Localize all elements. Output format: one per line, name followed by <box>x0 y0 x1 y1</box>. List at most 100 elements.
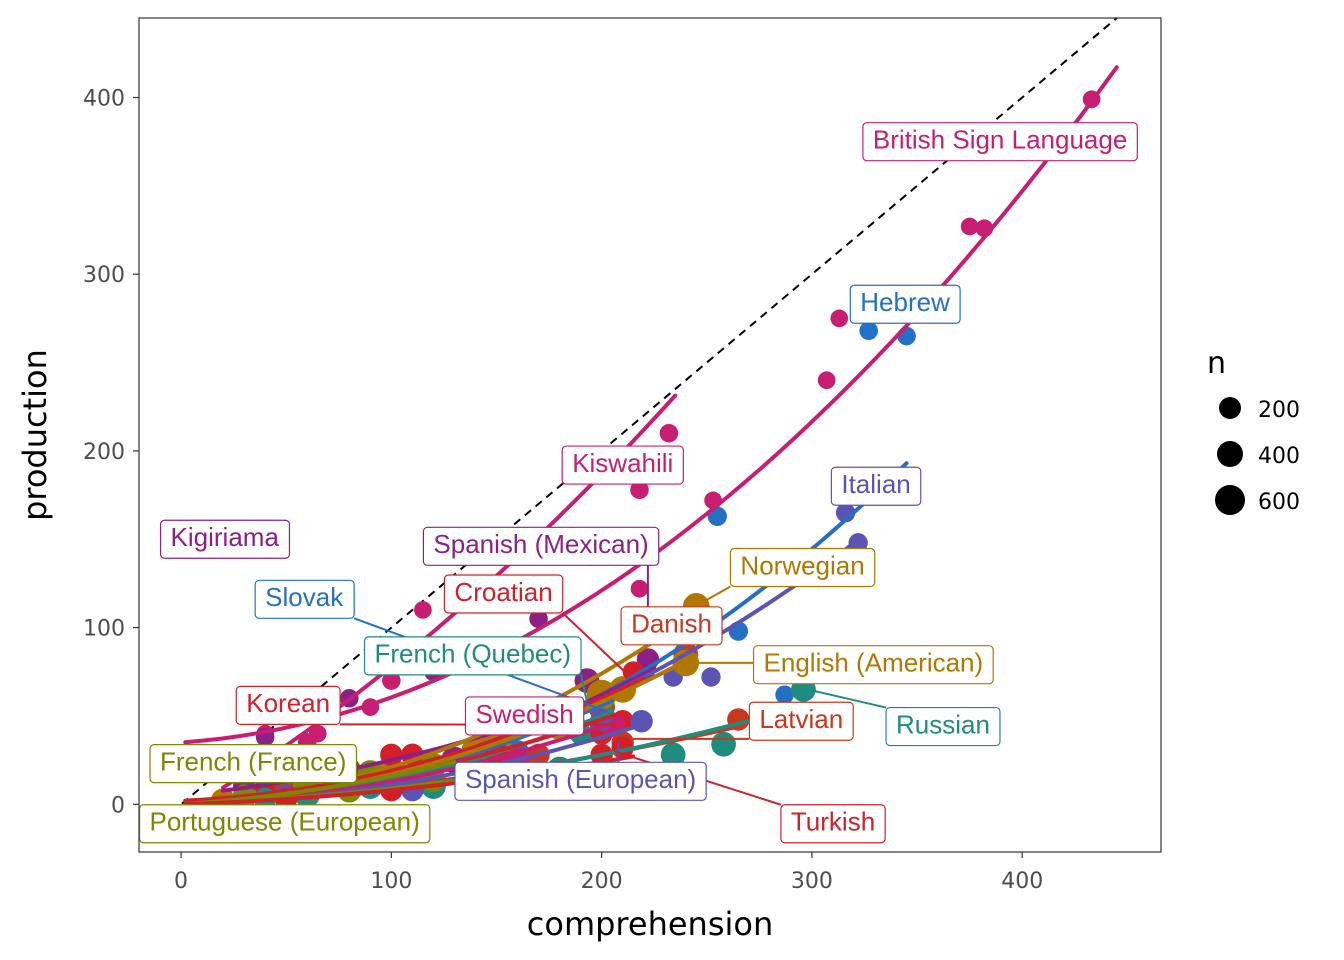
plot-panel-border <box>138 17 1162 853</box>
label-text: Portuguese (European) <box>150 807 420 837</box>
label-box <box>830 466 922 506</box>
label-norwegian: Norwegian <box>729 547 876 588</box>
data-point-hebrew <box>859 321 878 341</box>
label-text: Russian <box>896 709 990 739</box>
label-box <box>752 645 994 685</box>
leader-line-russian <box>807 688 887 709</box>
y-tick-label: 0 <box>111 793 125 818</box>
data-point-british-sign-language <box>960 217 979 236</box>
label-british-sign-language: British Sign Language <box>862 122 1138 162</box>
x-tick-label: 300 <box>791 869 833 894</box>
label-text: Kigiriama <box>171 522 280 552</box>
label-box <box>235 685 341 725</box>
label-box <box>159 519 291 559</box>
data-point-italian <box>848 533 868 553</box>
data-point-russian <box>660 742 686 768</box>
leader-line-croatian <box>562 612 626 673</box>
label-kigiriama: Kigiriama <box>159 519 291 559</box>
label-slovak: Slovak <box>254 579 355 619</box>
label-russian: Russian <box>885 706 1001 747</box>
label-box <box>620 606 723 646</box>
y-tick-label: 300 <box>83 263 125 288</box>
data-point-kigiriama <box>529 609 548 629</box>
label-box <box>780 804 886 844</box>
size-legend: n 200 400 600 <box>1207 346 1300 515</box>
label-text: Norwegian <box>740 550 864 580</box>
label-latvian: Latvian <box>748 701 854 741</box>
legend-label-600: 600 <box>1258 490 1300 515</box>
label-box <box>729 547 876 588</box>
label-text: Korean <box>246 688 330 718</box>
label-text: Latvian <box>759 704 843 734</box>
data-point-british-sign-language <box>830 309 849 328</box>
label-box <box>862 122 1138 162</box>
label-kiswahili: Kiswahili <box>561 445 684 485</box>
label-text: Turkish <box>791 807 875 837</box>
label-box <box>422 526 660 566</box>
label-text: English (American) <box>764 648 984 678</box>
x-axis-title: comprehension <box>527 905 773 943</box>
label-box <box>561 445 684 485</box>
label-french-quebec: French (Quebec) <box>363 636 582 676</box>
data-point-british-sign-language <box>414 601 432 619</box>
data-point-british-sign-language <box>817 371 836 390</box>
y-axis-title: production <box>16 349 54 521</box>
label-danish: Danish <box>620 606 723 646</box>
y-tick-label: 400 <box>83 87 125 112</box>
data-point-kiswahili <box>659 423 679 443</box>
label-hebrew: Hebrew <box>849 284 961 324</box>
label-text: French (Quebec) <box>375 639 572 669</box>
y-tick-label: 100 <box>83 617 125 642</box>
data-point-russian <box>711 731 736 757</box>
label-text: Slovak <box>265 582 344 612</box>
label-spanish-european: Spanish (European) <box>454 761 707 801</box>
legend-key-200 <box>1219 397 1241 419</box>
label-box <box>254 579 355 619</box>
legend-title: n <box>1207 346 1226 381</box>
label-croatian: Croatian <box>443 574 564 614</box>
label-box <box>464 696 585 736</box>
label-box <box>885 706 1001 747</box>
data-point-hebrew <box>775 685 794 705</box>
label-box <box>149 744 358 784</box>
x-tick-label: 200 <box>581 869 623 894</box>
label-text: Danish <box>631 609 712 639</box>
axes-layer: 0 100 200 300 400 0 100 200 300 400 <box>83 87 1043 894</box>
label-box <box>454 761 707 801</box>
label-korean: Korean <box>235 685 341 725</box>
label-text: Italian <box>841 469 910 499</box>
data-point-kiswahili <box>382 671 401 690</box>
y-tick-label: 200 <box>83 440 125 465</box>
leader-line-french-quebec <box>580 674 588 703</box>
legend-key-400 <box>1217 441 1243 467</box>
language-labels-layer: British Sign Language Hebrew Kiswahili Ital… <box>138 122 1138 844</box>
label-text: British Sign Language <box>873 125 1127 155</box>
data-point-british-sign-language <box>630 579 649 598</box>
data-point-italian <box>701 667 721 687</box>
label-text: Spanish (Mexican) <box>433 529 648 559</box>
legend-key-600 <box>1215 485 1245 515</box>
label-swedish: Swedish <box>464 696 585 736</box>
label-text: Kiswahili <box>572 448 673 478</box>
legend-label-400: 400 <box>1258 444 1300 469</box>
label-turkish: Turkish <box>780 804 886 844</box>
label-text: French (France) <box>160 747 346 777</box>
x-tick-label: 100 <box>370 869 412 894</box>
x-tick-label: 0 <box>174 869 188 894</box>
label-text: Spanish (European) <box>465 764 696 794</box>
label-text: Hebrew <box>860 287 950 317</box>
label-box <box>443 574 564 614</box>
label-box <box>849 284 961 324</box>
label-french-france: French (France) <box>149 744 358 784</box>
label-italian: Italian <box>830 466 922 506</box>
label-text: Croatian <box>454 577 552 607</box>
label-box <box>363 636 582 676</box>
leader-line-norwegian <box>697 585 731 606</box>
x-tick-label: 400 <box>1001 869 1043 894</box>
legend-label-200: 200 <box>1258 398 1300 423</box>
label-box <box>748 701 854 741</box>
label-english-american: English (American) <box>752 645 994 685</box>
data-point-hebrew <box>897 326 916 346</box>
label-spanish-mexican: Spanish (Mexican) <box>422 526 660 566</box>
